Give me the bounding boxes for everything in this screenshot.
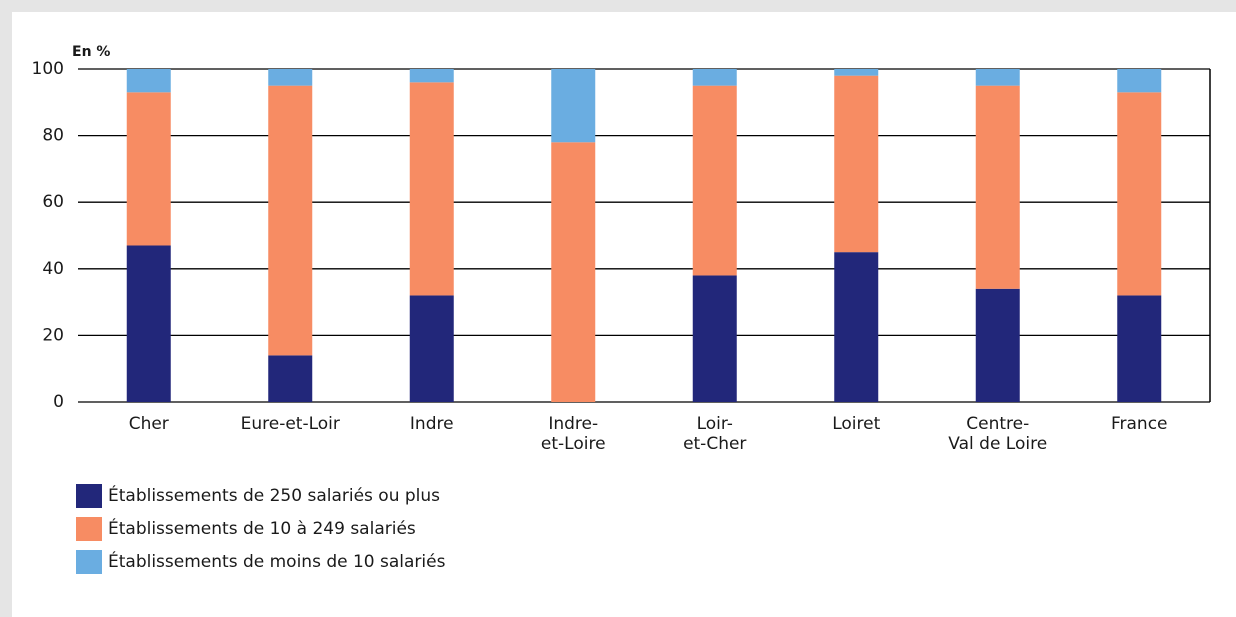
x-tick-line: Indre- — [548, 414, 598, 434]
bar-segment — [834, 252, 879, 402]
legend-label: Établissements de 250 salariés ou plus — [108, 484, 440, 506]
legend-swatch — [76, 517, 102, 541]
bar-segment — [126, 69, 171, 93]
legend-label: Établissements de moins de 10 salariés — [108, 550, 446, 572]
x-tick-line: France — [1111, 414, 1168, 434]
bar-segment — [268, 69, 313, 86]
bar-segment — [975, 85, 1020, 289]
x-tick-line: et-Cher — [683, 434, 746, 454]
bar-segment — [126, 92, 171, 246]
y-tick-label: 20 — [42, 325, 64, 345]
bar-segment — [834, 69, 879, 76]
x-tick-line: Indre — [410, 414, 454, 434]
y-tick-label: 100 — [32, 59, 64, 79]
x-tick-line: Loiret — [832, 414, 880, 434]
bar-segment — [975, 69, 1020, 86]
bar-segment — [551, 69, 596, 143]
x-tick-label: Indre-et-Loire — [541, 414, 606, 454]
bar-segment — [834, 75, 879, 253]
bar-segment — [692, 85, 737, 276]
x-tick-label: Indre — [410, 414, 454, 434]
legend-swatch — [76, 484, 102, 508]
y-tick-label: 80 — [42, 126, 64, 146]
bar-segment — [126, 245, 171, 402]
bar-segment — [692, 69, 737, 86]
x-tick-label: Eure-et-Loir — [241, 414, 340, 434]
x-tick-line: Centre- — [966, 414, 1029, 434]
x-tick-line: Eure-et-Loir — [241, 414, 340, 434]
bar-segment — [975, 288, 1020, 402]
bar-segment — [551, 142, 596, 402]
y-tick-label: 0 — [53, 392, 64, 412]
legend-swatch — [76, 550, 102, 574]
x-tick-label: France — [1111, 414, 1168, 434]
bar-segment — [409, 82, 454, 296]
bar-segment — [1117, 295, 1162, 402]
legend-label: Établissements de 10 à 249 salariés — [108, 517, 416, 539]
bar-segment — [268, 355, 313, 402]
y-tick-label: 40 — [42, 259, 64, 279]
x-tick-label: Centre-Val de Loire — [948, 414, 1047, 454]
x-tick-label: Loiret — [832, 414, 880, 434]
panel — [12, 12, 1236, 617]
x-tick-line: Cher — [129, 414, 169, 434]
x-tick-label: Cher — [129, 414, 169, 434]
x-tick-line: et-Loire — [541, 434, 606, 454]
bar-segment — [692, 275, 737, 402]
bar-segment — [1117, 69, 1162, 93]
bar-segment — [1117, 92, 1162, 296]
bar-segment — [268, 85, 313, 356]
x-tick-label: Loir-et-Cher — [683, 414, 746, 454]
x-tick-line: Loir- — [697, 414, 733, 434]
y-tick-label: 60 — [42, 192, 64, 212]
unit-label: En % — [72, 44, 110, 60]
bar-segment — [409, 69, 454, 83]
bar-segment — [409, 295, 454, 402]
x-tick-line: Val de Loire — [948, 434, 1047, 454]
